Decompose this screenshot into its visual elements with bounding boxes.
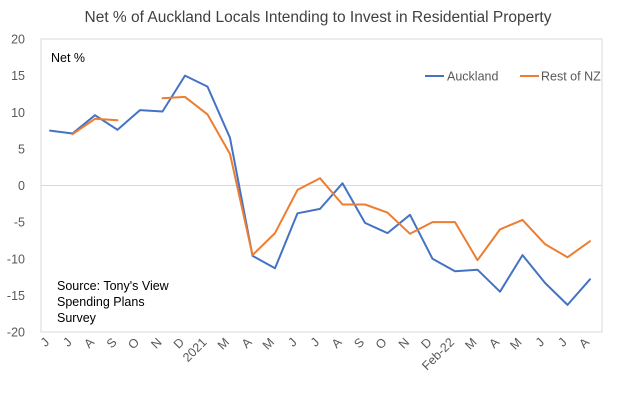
x-tick-label: S <box>104 335 120 351</box>
x-tick-label: 2021 <box>180 335 210 365</box>
x-tick-label: N <box>148 335 164 351</box>
series-line-rest-of-nz <box>71 95 591 262</box>
x-tick-label: O <box>125 335 142 352</box>
y-tick-label: -15 <box>7 289 25 303</box>
legend: Auckland Rest of NZ <box>425 70 601 84</box>
annotation-line: Source: Tony's View <box>57 279 170 293</box>
x-tick-label: O <box>373 335 390 352</box>
legend-label: Rest of NZ <box>541 70 601 84</box>
y-tick-label: -20 <box>7 326 25 340</box>
x-tick-label: J <box>308 335 322 349</box>
x-tick-label: S <box>351 335 367 351</box>
y-tick-label: 15 <box>11 69 25 83</box>
x-tick-label: M <box>507 335 524 352</box>
x-tick-label: A <box>329 335 345 351</box>
series-line-auckland <box>49 74 591 306</box>
y-tick-label: 20 <box>11 33 25 47</box>
x-tick-label: J <box>555 335 569 349</box>
y-axis-label: Net % <box>51 51 85 65</box>
x-tick-label: A <box>239 335 255 351</box>
chart-title: Net % of Auckland Locals Intending to In… <box>85 9 552 26</box>
annotation-line: Spending Plans <box>57 295 145 309</box>
x-tick-label: A <box>576 335 592 351</box>
series-lines <box>49 74 591 306</box>
x-tick-label: M <box>260 335 277 352</box>
annotation-line: Survey <box>57 311 97 325</box>
x-tick-label: J <box>285 335 299 349</box>
y-tick-label: 5 <box>18 142 25 156</box>
x-tick-label: N <box>396 335 412 351</box>
y-tick-label: 0 <box>18 179 25 193</box>
x-tick-label: M <box>215 335 232 352</box>
x-tick-label: A <box>81 335 97 351</box>
source-annotation: Source: Tony's View Spending Plans Survey <box>57 279 170 325</box>
y-tick-label: -5 <box>14 216 25 230</box>
x-tick-label: M <box>462 335 479 352</box>
y-tick-label: -10 <box>7 252 25 266</box>
x-tick-label: J <box>533 335 547 349</box>
y-tick-label: 10 <box>11 106 25 120</box>
x-tick-label: J <box>60 335 74 349</box>
x-tick-label: A <box>486 335 502 351</box>
legend-label: Auckland <box>447 70 498 84</box>
x-tick-label: J <box>38 335 52 349</box>
